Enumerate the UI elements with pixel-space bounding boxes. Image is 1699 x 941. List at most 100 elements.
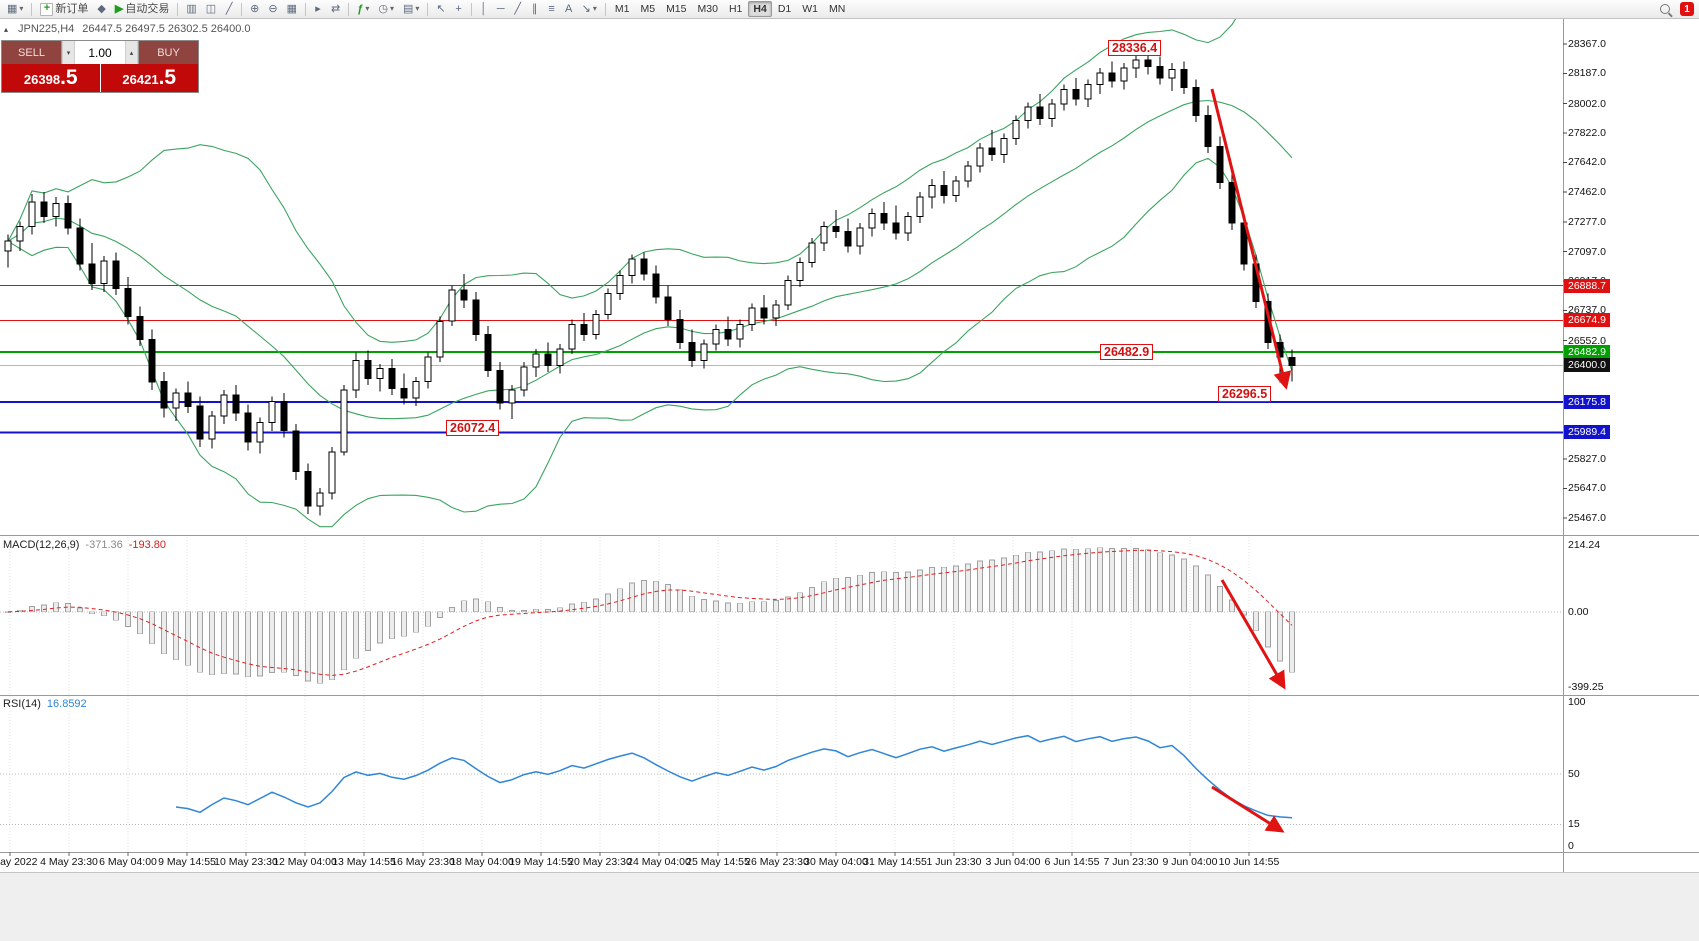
notification-badge[interactable]: 1 (1680, 2, 1694, 16)
zoom-in-icon: ⊕ (250, 3, 260, 15)
sell-price: 26398 (23, 72, 61, 87)
dropdown-caret-icon: ▾ (592, 4, 597, 13)
buy-button[interactable]: 26421.5 (100, 64, 198, 92)
rsi-label: RSI(14) 16.8592 (3, 698, 87, 710)
new-order-icon: + (40, 2, 54, 16)
one-click-toggle[interactable]: ▴ (4, 24, 9, 34)
toolbar-separator (305, 2, 307, 16)
timeframe-group: M1 M5 M15 M30 H1 H4 D1 W1 MN (610, 1, 850, 17)
metaeditor-icon: ◆ (97, 3, 106, 15)
candlestick-chart-button[interactable]: ◫ (202, 1, 220, 17)
chart-shift-button[interactable]: ⇄ (327, 1, 344, 17)
cursor-icon: ↖ (436, 3, 446, 15)
buy-price: 26421 (122, 72, 159, 87)
channel-tool-button[interactable]: ∥ (527, 1, 543, 17)
macd-label: MACD(12,26,9) -371.36 -193.80 (3, 539, 166, 551)
dropdown-caret-icon: ▾ (415, 4, 420, 13)
arrows-tool-button[interactable]: ↘ ▾ (578, 1, 601, 17)
autotrading-icon: ▶ (114, 3, 124, 15)
templates-icon: ▤ (403, 3, 414, 15)
volume-input[interactable]: 1.00 (75, 41, 125, 64)
rsi-line (175, 734, 1293, 819)
text-tool-icon: A (564, 3, 573, 15)
search-button[interactable] (1656, 1, 1674, 17)
templates-button[interactable]: ▤ ▾ (399, 1, 423, 17)
cursor-tool-button[interactable]: ↖ (432, 1, 449, 17)
toolbar: ▦ ▾ + 新订单 ◆ ▶ 自动交易 ▥ ◫ ╱ ⊕ ⊖ ▦ ▸ ⇄ ƒ ▾ ◷… (0, 0, 1699, 19)
volume-increase-button[interactable]: ▴ (125, 41, 138, 64)
zoom-in-button[interactable]: ⊕ (246, 1, 263, 17)
timeframe-button-M5[interactable]: M5 (635, 1, 660, 17)
sell-button[interactable]: 26398.5 (2, 64, 101, 92)
auto-scroll-button[interactable]: ▸ (310, 1, 326, 17)
chart-quote-line: ▴ JPN225,H4 26447.5 26497.5 26302.5 2640… (4, 23, 251, 35)
symbol-chart-button[interactable]: ▦ ▾ (3, 1, 27, 17)
trendline-icon: ╱ (514, 3, 521, 15)
periods-icon: ◷ (378, 3, 388, 15)
crosshair-tool-button[interactable]: + (451, 1, 467, 17)
timeframe-button-W1[interactable]: W1 (797, 1, 823, 17)
arrows-tool-icon: ↘ (581, 3, 591, 15)
volume-decrease-button[interactable]: ▾ (62, 41, 75, 64)
macd-name: MACD(12,26,9) (3, 539, 80, 551)
sell-header[interactable]: SELL (2, 41, 61, 64)
tile-windows-icon: ▦ (286, 3, 298, 15)
chart-symbol-period: JPN225,H4 (18, 23, 75, 35)
channel-icon: ∥ (531, 3, 538, 15)
auto-scroll-icon: ▸ (315, 3, 321, 15)
autotrading-label: 自动交易 (125, 3, 170, 15)
macd-value: -371.36 (85, 539, 123, 551)
sell-price-pips: .5 (60, 66, 78, 89)
horizontal-line-tool-button[interactable]: ─ (493, 1, 509, 17)
chart-ohlc-values: 26447.5 26497.5 26302.5 26400.0 (82, 23, 251, 35)
timeframe-button-H4[interactable]: H4 (748, 1, 772, 17)
add-indicator-icon: ƒ (357, 3, 364, 15)
macd-signal-value: -193.80 (128, 539, 167, 551)
rsi-value: 16.8592 (46, 698, 87, 710)
dropdown-caret-icon: ▾ (19, 4, 24, 13)
timeframe-button-M15[interactable]: M15 (661, 1, 691, 17)
crosshair-icon: + (455, 3, 462, 15)
trend-arrows[interactable] (1210, 88, 1292, 833)
add-indicator-button[interactable]: ƒ ▾ (353, 1, 373, 17)
horizontal-line-icon: ─ (496, 3, 505, 15)
timeframe-button-D1[interactable]: D1 (773, 1, 796, 17)
text-tool-button[interactable]: A (561, 1, 577, 17)
toolbar-separator (604, 2, 606, 16)
bar-chart-button[interactable]: ▥ (182, 1, 200, 17)
dropdown-caret-icon: ▾ (365, 4, 370, 13)
one-click-trading-panel: SELL ▾ 1.00 ▴ BUY 26398.5 26421.5 (1, 40, 199, 93)
volume-control: ▾ 1.00 ▴ (61, 41, 139, 64)
buy-header[interactable]: BUY (139, 41, 198, 64)
bar-chart-icon: ▥ (186, 3, 197, 15)
timeframe-button-M30[interactable]: M30 (693, 1, 723, 17)
rsi-levels (0, 773, 1563, 825)
line-chart-icon: ╱ (225, 3, 233, 15)
toolbar-separator (348, 2, 350, 16)
panel-separators[interactable] (0, 19, 1699, 873)
trade-panel-header: SELL ▾ 1.00 ▴ BUY (2, 41, 198, 64)
trade-panel-prices: 26398.5 26421.5 (2, 64, 198, 92)
periods-button[interactable]: ◷ ▾ (374, 1, 398, 17)
new-order-button[interactable]: + 新订单 (36, 1, 92, 17)
toolbar-separator (470, 2, 472, 16)
fibonacci-icon: ≡ (548, 3, 555, 15)
trendline-tool-button[interactable]: ╱ (510, 1, 526, 17)
search-icon (1660, 4, 1670, 14)
vertical-line-tool-button[interactable]: │ (476, 1, 492, 17)
autotrading-button[interactable]: ▶ 自动交易 (111, 1, 173, 17)
metaeditor-button[interactable]: ◆ (93, 1, 109, 17)
line-chart-button[interactable]: ╱ (221, 1, 237, 17)
timeframe-button-MN[interactable]: MN (824, 1, 850, 17)
new-order-label: 新订单 (55, 3, 89, 15)
zoom-out-button[interactable]: ⊖ (264, 1, 281, 17)
chart-canvas[interactable] (0, 19, 1699, 941)
candles-layer (4, 49, 1296, 516)
chart-window-icon: ▦ (7, 3, 18, 15)
toolbar-separator (427, 2, 429, 16)
timeframe-button-H1[interactable]: H1 (724, 1, 747, 17)
dropdown-caret-icon: ▾ (389, 4, 394, 13)
tile-windows-button[interactable]: ▦ (283, 1, 301, 17)
timeframe-button-M1[interactable]: M1 (610, 1, 635, 17)
fibonacci-tool-button[interactable]: ≡ (544, 1, 560, 17)
